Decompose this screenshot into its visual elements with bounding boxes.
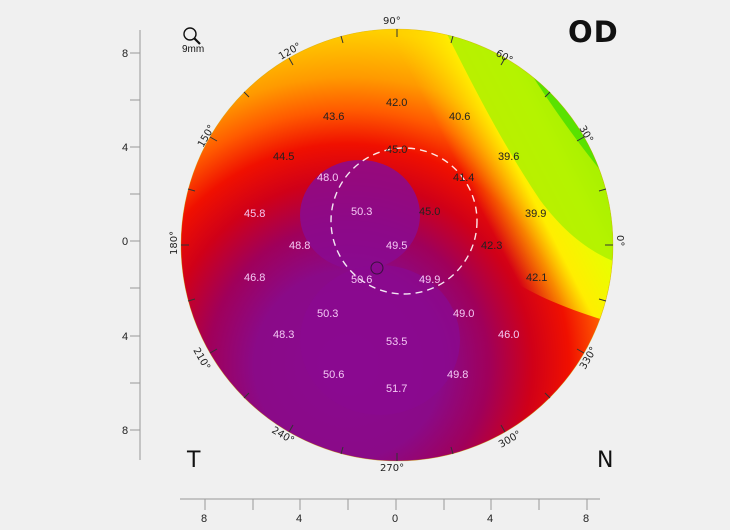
x-axis: 8 4 0 4 8 xyxy=(180,498,600,525)
value-labels: 43.6 42.0 40.6 44.5 45.0 39.6 48.0 41.4 … xyxy=(244,97,547,395)
svg-text:42.0: 42.0 xyxy=(386,97,407,109)
svg-text:42.1: 42.1 xyxy=(526,272,547,284)
svg-text:45.0: 45.0 xyxy=(419,206,440,218)
svg-text:50.6: 50.6 xyxy=(351,274,372,286)
svg-text:39.9: 39.9 xyxy=(525,208,546,220)
svg-text:50.3: 50.3 xyxy=(351,206,372,218)
svg-text:48.8: 48.8 xyxy=(289,240,310,252)
svg-text:48.3: 48.3 xyxy=(273,329,294,341)
svg-text:40.6: 40.6 xyxy=(449,111,470,123)
svg-text:0°: 0° xyxy=(614,235,625,246)
svg-text:4: 4 xyxy=(122,142,128,154)
svg-text:49.5: 49.5 xyxy=(386,240,407,252)
svg-text:270°: 270° xyxy=(380,463,404,474)
svg-text:8: 8 xyxy=(122,48,128,60)
svg-text:50.3: 50.3 xyxy=(317,308,338,320)
svg-text:50.6: 50.6 xyxy=(323,369,344,381)
svg-text:53.5: 53.5 xyxy=(386,336,407,348)
svg-text:45.0: 45.0 xyxy=(386,144,407,156)
svg-text:4: 4 xyxy=(487,513,493,525)
magnifier-icon xyxy=(183,27,201,45)
nasal-label: N xyxy=(597,448,614,473)
zone-circle xyxy=(330,147,478,295)
svg-text:0: 0 xyxy=(122,236,128,248)
zoom-label: 9mm xyxy=(182,44,205,55)
svg-text:43.6: 43.6 xyxy=(323,111,344,123)
svg-text:8: 8 xyxy=(583,513,589,525)
svg-text:41.4: 41.4 xyxy=(453,172,474,184)
svg-text:0: 0 xyxy=(392,513,398,525)
svg-text:42.3: 42.3 xyxy=(481,240,502,252)
y-axis: 8 4 0 4 8 xyxy=(122,30,141,460)
svg-text:46.8: 46.8 xyxy=(244,272,265,284)
svg-text:8: 8 xyxy=(201,513,207,525)
svg-text:49.8: 49.8 xyxy=(447,369,468,381)
zoom-button[interactable]: 9mm xyxy=(180,26,208,56)
svg-text:46.0: 46.0 xyxy=(498,329,519,341)
svg-text:51.7: 51.7 xyxy=(386,383,407,395)
svg-text:4: 4 xyxy=(122,331,128,343)
svg-text:4: 4 xyxy=(296,513,302,525)
svg-text:49.0: 49.0 xyxy=(453,308,474,320)
svg-text:39.6: 39.6 xyxy=(498,151,519,163)
angle-ticks xyxy=(181,29,613,461)
svg-text:48.0: 48.0 xyxy=(317,172,338,184)
temporal-label: T xyxy=(187,448,201,473)
svg-text:45.8: 45.8 xyxy=(244,208,265,220)
svg-text:90°: 90° xyxy=(383,16,401,27)
pupil-center-marker xyxy=(370,261,384,275)
svg-text:8: 8 xyxy=(122,425,128,437)
svg-text:49.9: 49.9 xyxy=(419,274,440,286)
svg-text:44.5: 44.5 xyxy=(273,151,294,163)
eye-label: OD xyxy=(568,15,619,49)
svg-text:180°: 180° xyxy=(169,231,180,255)
